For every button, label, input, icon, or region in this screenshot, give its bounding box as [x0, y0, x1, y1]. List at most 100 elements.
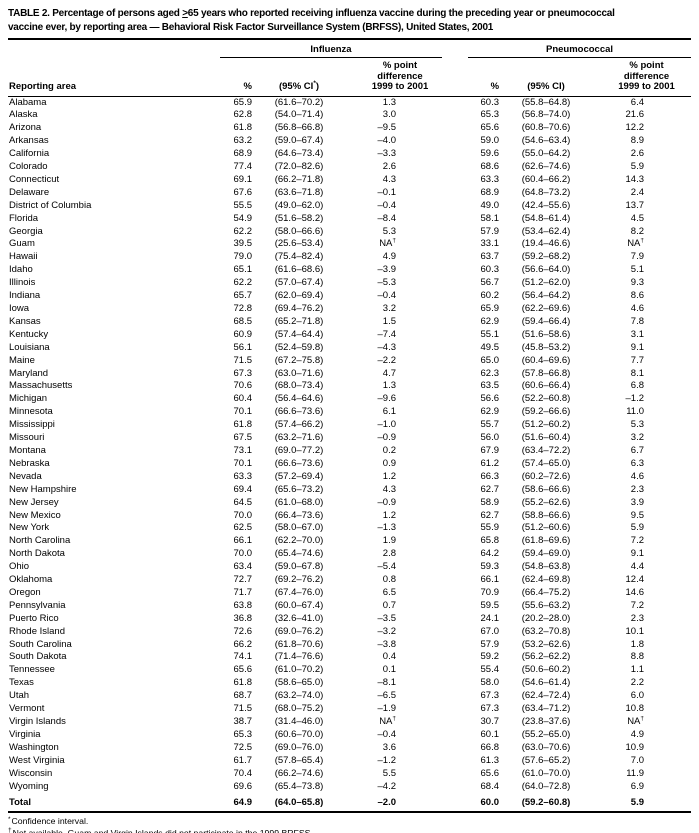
cell-influenza-ci: (59.0–67.8) — [274, 561, 324, 573]
cell-pneumococcal-pct: 56.6 — [480, 393, 500, 405]
table-row: Tennessee 65.6 (61.0–70.2) 0.1 55.4 (50.6–60.… — [8, 664, 691, 677]
cell-influenza-pct: 39.5 — [233, 238, 253, 250]
cell-pneumococcal-ci: (45.8–53.2) — [521, 341, 571, 353]
group-gap-cell — [442, 548, 458, 561]
cell-reporting-area: Tennessee — [9, 664, 55, 676]
cell-reporting-area: Arizona — [9, 122, 42, 134]
group-header-pneumococcal: Pneumococcal — [458, 42, 692, 58]
cell-reporting-area: North Carolina — [9, 535, 71, 547]
cell-influenza-pct: 62.5 — [233, 522, 253, 534]
group-header-spacer — [8, 42, 220, 58]
cell-influenza-diff: 1.2 — [382, 470, 397, 482]
cell-pneumococcal-ci: (63.0–70.6) — [521, 741, 571, 753]
cell-influenza-diff: 0.7 — [382, 599, 397, 611]
cell-influenza-pct: 69.4 — [233, 483, 253, 495]
cell-reporting-area: Ohio — [9, 561, 30, 573]
cell-pneumococcal-pct: 57.9 — [480, 638, 500, 650]
cell-influenza-pct: 61.8 — [233, 419, 253, 431]
table-row: Washington 72.5 (69.0–76.0) 3.6 66.8 (63.0–70… — [8, 742, 691, 755]
group-gap-cell — [442, 484, 458, 497]
cell-pneumococcal-pct: 60.3 — [480, 264, 500, 276]
cell-pneumococcal-diff: 2.3 — [630, 483, 645, 495]
cell-influenza-pct: 66.1 — [233, 535, 253, 547]
title-text: 65 years who reported receiving influenz… — [187, 8, 615, 19]
cell-influenza-pct: 72.7 — [233, 574, 253, 586]
footnote-marker: † — [8, 827, 12, 833]
col-header-influenza-pct: % — [220, 58, 264, 97]
group-gap-cell — [442, 742, 458, 755]
cell-influenza-pct: 72.5 — [233, 741, 253, 753]
table-row: New Mexico 70.0 (66.4–73.6) 1.2 62.7 (58.8–66… — [8, 510, 691, 523]
cell-influenza-pct: 79.0 — [233, 251, 253, 263]
table-row: Missouri 67.5 (63.2–71.6) –0.9 56.0 (51.6–60.… — [8, 432, 691, 445]
cell-pneumococcal-pct: 33.1 — [480, 238, 500, 250]
cell-influenza-diff: NA† — [379, 238, 397, 250]
footnote-not-available: †Not available. Guam and Virgin Islands … — [8, 827, 691, 833]
cell-influenza-ci: (69.4–76.2) — [274, 303, 324, 314]
group-gap-cell — [442, 729, 458, 742]
cell-pneumococcal-ci: (55.6–63.2) — [521, 599, 571, 611]
diff-header-line: % point — [629, 60, 664, 71]
cell-pneumococcal-pct: 59.6 — [480, 148, 500, 160]
group-gap-cell — [442, 200, 458, 213]
table-row: New Hampshire 69.4 (65.6–73.2) 4.3 62.7 (58.6… — [8, 484, 691, 497]
cell-influenza-pct: 65.1 — [233, 264, 253, 276]
table-row: Montana 73.1 (69.0–77.2) 0.2 67.9 (63.4–72.2)… — [8, 445, 691, 458]
cell-pneumococcal-pct: 68.4 — [480, 780, 500, 792]
cell-pneumococcal-diff: 10.9 — [625, 741, 645, 753]
cell-influenza-ci: (61.6–68.6) — [274, 264, 324, 276]
cell-reporting-area: South Carolina — [9, 638, 72, 650]
cell-influenza-ci: (58.0–67.0) — [274, 522, 324, 534]
cell-pneumococcal-ci: (59.2–66.6) — [521, 406, 571, 418]
cell-influenza-diff: –3.8 — [377, 638, 397, 650]
cell-pneumococcal-ci: (63.4–71.2) — [521, 703, 571, 715]
cell-pneumococcal-ci: (54.8–63.8) — [521, 561, 571, 573]
cell-pneumococcal-pct: 61.3 — [480, 754, 500, 766]
cell-influenza-ci: (65.6–73.2) — [274, 483, 324, 495]
cell-pneumococcal-ci: (60.4–69.6) — [521, 354, 571, 366]
cell-pneumococcal-ci: (58.6–66.6) — [521, 483, 571, 495]
cell-pneumococcal-diff: 8.2 — [630, 225, 645, 237]
group-gap-cell — [442, 122, 458, 135]
cell-influenza-ci: (64.0–65.8) — [264, 793, 358, 814]
cell-pneumococcal-ci: (52.2–60.8) — [521, 393, 571, 405]
cell-pneumococcal-diff: 5.3 — [630, 419, 645, 431]
cell-influenza-ci: (63.0–71.6) — [274, 367, 324, 379]
cell-influenza-ci: (68.0–73.4) — [274, 380, 324, 392]
cell-reporting-area: Guam — [9, 238, 35, 250]
col-header-influenza-ci: (95% CI*) — [264, 58, 358, 97]
cell-pneumococcal-diff: 7.9 — [630, 251, 645, 263]
cell-reporting-area: Alabama — [9, 96, 47, 108]
cell-influenza-ci: (72.0–82.6) — [274, 161, 324, 173]
cell-influenza-ci: (69.0–76.2) — [274, 625, 324, 637]
group-gap-cell — [442, 781, 458, 794]
cell-influenza-ci: (61.8–70.6) — [274, 638, 324, 650]
group-gap-cell — [442, 703, 458, 716]
cell-influenza-pct: 71.7 — [233, 586, 253, 598]
group-gap-cell — [442, 406, 458, 419]
cell-reporting-area: Puerto Rico — [9, 612, 59, 624]
cell-influenza-ci: (66.2–71.8) — [274, 173, 324, 185]
cell-influenza-pct: 63.3 — [233, 470, 253, 482]
cell-influenza-diff: 5.3 — [382, 225, 397, 237]
cell-pneumococcal-pct: 60.2 — [480, 290, 500, 302]
table-row: Kansas 68.5 (65.2–71.8) 1.5 62.9 (59.4–66.4) 7… — [8, 316, 691, 329]
cell-influenza-ci: (69.2–76.2) — [274, 574, 324, 586]
cell-pneumococcal-diff: 10.1 — [625, 625, 645, 637]
cell-pneumococcal-ci: (61.8–69.6) — [521, 535, 571, 547]
cell-pneumococcal-ci: (51.2–60.2) — [521, 419, 571, 431]
cell-pneumococcal-diff: 6.4 — [630, 96, 645, 108]
cell-reporting-area: Georgia — [9, 225, 43, 237]
cell-influenza-ci: (56.4–64.6) — [274, 393, 324, 405]
cell-reporting-area: Delaware — [9, 186, 50, 198]
table-row: Virgin Islands 38.7 (31.4–46.0) NA† 30.7 (23.… — [8, 716, 691, 729]
cell-influenza-diff: –4.0 — [377, 135, 397, 147]
cell-influenza-pct: 65.9 — [233, 96, 253, 108]
cell-influenza-diff: –0.4 — [377, 199, 397, 211]
cell-influenza-ci: (61.6–70.2) — [274, 96, 324, 108]
table-row: North Carolina 66.1 (62.2–70.0) 1.9 65.8 (61.… — [8, 535, 691, 548]
cell-influenza-ci: (59.0–67.4) — [274, 135, 324, 147]
cell-influenza-pct: 63.8 — [233, 599, 253, 611]
cell-pneumococcal-diff: 6.0 — [630, 690, 645, 702]
cell-influenza-pct: 38.7 — [233, 716, 253, 727]
